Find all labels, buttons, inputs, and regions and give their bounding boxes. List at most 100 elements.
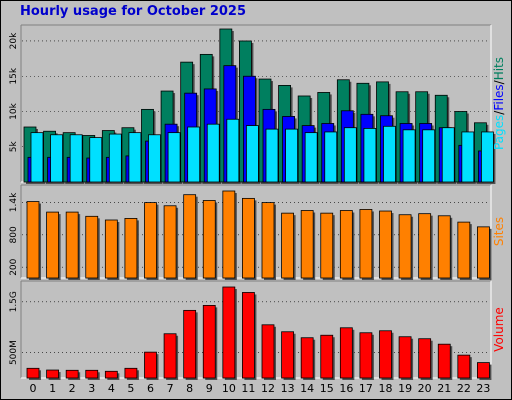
volume-bar — [261, 324, 275, 379]
x-axis-labels: 0 1 2 3 4 5 6 7 8 9 10 11 12 13 14 15 16 17 18 19 20 21 22 23 — [30, 382, 491, 395]
sites-y-tick-label: 800 — [9, 226, 19, 243]
sites-bar — [339, 210, 353, 279]
volume-y-tick-label: 500M — [9, 340, 19, 365]
x-tick-label: 2 — [69, 382, 76, 395]
volume-y-tick-label: 1.5G — [9, 291, 19, 312]
pages-bar — [206, 123, 220, 183]
sites-bar — [65, 211, 79, 279]
sites-panel: 200 800 1.4k Sites — [9, 184, 506, 280]
pages-bar — [226, 118, 240, 183]
hits-y-tick-label: 5k — [9, 140, 19, 152]
sites-bar — [144, 202, 157, 279]
x-tick-label: 6 — [147, 382, 154, 395]
sites-bar — [359, 209, 373, 279]
volume-bar — [65, 369, 79, 379]
chart-title: Hourly usage for October 2025 — [20, 4, 247, 19]
x-tick-label: 12 — [261, 382, 275, 395]
x-tick-label: 4 — [108, 382, 115, 395]
x-tick-label: 22 — [457, 382, 471, 395]
x-tick-label: 18 — [379, 382, 393, 395]
volume-bar — [320, 334, 334, 379]
pages-bar — [246, 125, 259, 183]
volume-bar — [437, 343, 451, 379]
pages-bar — [402, 129, 416, 183]
volume-bar — [163, 333, 177, 379]
x-tick-label: 21 — [437, 382, 451, 395]
volume-legend: Volume — [492, 307, 506, 352]
sites-bar — [222, 190, 236, 279]
hits-legend: Pages/Files/Hits — [492, 57, 506, 150]
volume-bar — [242, 292, 255, 379]
sites-bar — [104, 219, 118, 279]
x-tick-label: 1 — [49, 382, 56, 395]
legend-hits: Hits — [492, 57, 506, 80]
sites-bar — [242, 197, 255, 279]
hits-y-tick-label: 15k — [9, 67, 19, 84]
pages-bar — [304, 132, 318, 183]
volume-bar — [398, 336, 412, 379]
pages-bar — [422, 129, 436, 183]
volume-bar — [46, 369, 59, 379]
pages-bar — [324, 131, 338, 183]
pages-bar — [148, 134, 161, 183]
sites-bar — [202, 200, 216, 279]
volume-bar — [418, 338, 432, 379]
sites-bar — [261, 202, 275, 279]
volume-bar — [281, 331, 294, 379]
x-tick-label: 20 — [418, 382, 432, 395]
x-tick-label: 8 — [186, 382, 193, 395]
sites-bar — [124, 218, 138, 279]
sites-bar — [300, 210, 314, 279]
x-tick-label: 14 — [300, 382, 314, 395]
x-tick-label: 9 — [206, 382, 213, 395]
volume-bar — [104, 370, 118, 379]
volume-bar — [222, 286, 236, 379]
x-tick-label: 3 — [88, 382, 95, 395]
volume-bar — [26, 367, 40, 379]
pages-bar — [363, 128, 377, 183]
volume-bar — [202, 304, 216, 379]
legend-files: Files — [492, 84, 506, 110]
sites-bar — [398, 214, 412, 279]
volume-bar — [477, 362, 490, 379]
pages-bar — [30, 132, 44, 183]
pages-bar — [343, 127, 357, 183]
volume-bar — [457, 354, 471, 379]
hits-y-tick-label: 20k — [9, 32, 19, 49]
pages-bar — [167, 132, 181, 183]
pages-bar — [265, 128, 279, 183]
sites-bar — [418, 213, 432, 279]
x-tick-label: 19 — [398, 382, 412, 395]
x-tick-label: 5 — [127, 382, 134, 395]
sites-bar — [85, 215, 99, 279]
volume-panel: 500M 1.5G Volume — [9, 280, 506, 380]
sites-bar — [320, 212, 334, 279]
pages-bar — [441, 127, 455, 183]
legend-separator: / — [492, 79, 506, 84]
x-tick-label: 7 — [167, 382, 174, 395]
sites-bar — [379, 210, 392, 279]
legend-pages: Pages — [492, 115, 506, 150]
svg-text:Pages/Files/Hits: Pages/Files/Hits — [492, 57, 506, 150]
sites-y-tick-label: 200 — [9, 258, 19, 275]
pages-bar — [89, 137, 103, 183]
x-tick-label: 13 — [281, 382, 295, 395]
pages-bar — [285, 128, 298, 183]
sites-bar — [437, 215, 451, 279]
pages-bar — [108, 133, 122, 183]
volume-bar — [300, 337, 314, 379]
sites-legend: Sites — [492, 217, 506, 246]
sites-bar — [457, 221, 471, 279]
volume-bar — [124, 367, 138, 379]
pages-bar — [461, 131, 475, 183]
legend-separator: / — [492, 110, 506, 115]
pages-bar — [383, 125, 396, 183]
sites-bar — [163, 205, 177, 279]
pages-bar — [69, 134, 83, 183]
x-tick-label: 15 — [320, 382, 334, 395]
pages-bar — [187, 126, 201, 183]
sites-bar — [281, 212, 294, 279]
volume-bar — [144, 351, 157, 379]
